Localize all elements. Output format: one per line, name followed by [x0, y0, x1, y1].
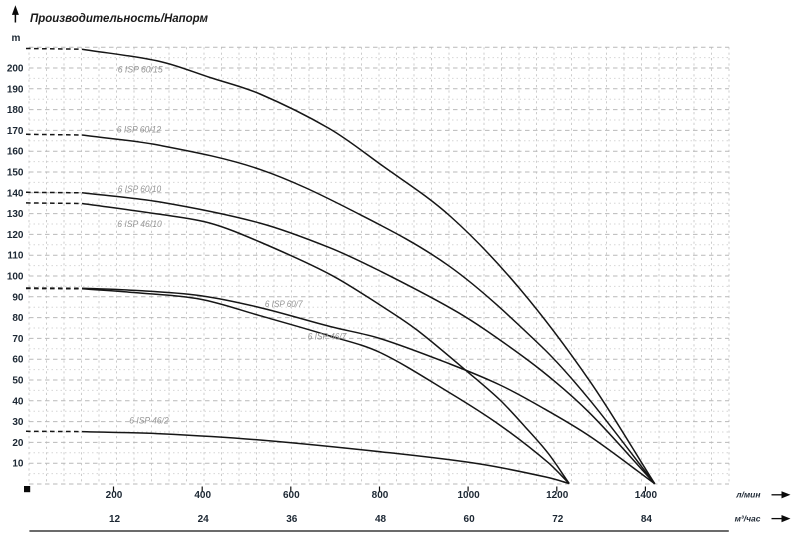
svg-text:48: 48	[375, 514, 387, 525]
svg-text:190: 190	[7, 84, 24, 95]
svg-text:70: 70	[12, 334, 24, 345]
svg-text:100: 100	[7, 272, 24, 283]
svg-text:72: 72	[552, 514, 564, 525]
svg-text:170: 170	[7, 126, 24, 137]
svg-text:140: 140	[7, 188, 24, 199]
svg-text:130: 130	[7, 209, 24, 220]
svg-text:1400: 1400	[635, 490, 658, 501]
svg-text:40: 40	[12, 396, 24, 407]
svg-text:400: 400	[194, 490, 211, 501]
svg-text:60: 60	[12, 355, 24, 366]
svg-text:110: 110	[7, 251, 24, 262]
svg-text:180: 180	[7, 105, 24, 116]
svg-text:120: 120	[7, 230, 24, 241]
svg-text:Производительность/Напорм: Производительность/Напорм	[30, 13, 208, 25]
svg-text:200: 200	[7, 64, 24, 75]
svg-text:6 ISP 60/7: 6 ISP 60/7	[265, 299, 303, 310]
svg-text:m: m	[12, 33, 21, 44]
svg-text:150: 150	[7, 168, 24, 179]
svg-text:30: 30	[12, 417, 24, 428]
svg-text:6 ISP 46/2: 6 ISP 46/2	[129, 416, 169, 427]
svg-text:84: 84	[641, 514, 653, 525]
svg-text:60: 60	[464, 514, 476, 525]
svg-text:12: 12	[109, 514, 121, 525]
svg-text:10: 10	[12, 459, 24, 470]
svg-text:1000: 1000	[457, 490, 480, 501]
svg-text:1200: 1200	[546, 490, 569, 501]
svg-text:24: 24	[198, 514, 210, 525]
svg-text:6 ISP 60/10: 6 ISP 60/10	[118, 184, 162, 195]
svg-text:600: 600	[283, 490, 300, 501]
svg-text:50: 50	[12, 376, 24, 387]
svg-text:6 ISP 60/12: 6 ISP 60/12	[117, 125, 162, 136]
svg-text:90: 90	[12, 292, 24, 303]
svg-text:160: 160	[7, 147, 24, 158]
svg-text:20: 20	[12, 438, 24, 449]
svg-text:м³/час: м³/час	[735, 514, 761, 524]
svg-text:80: 80	[12, 313, 24, 324]
svg-text:36: 36	[286, 514, 298, 525]
svg-text:6 ISP 46/10: 6 ISP 46/10	[117, 219, 162, 230]
svg-text:6 ISP 46/7: 6 ISP 46/7	[308, 331, 347, 342]
svg-text:800: 800	[372, 490, 389, 501]
svg-text:200: 200	[106, 490, 123, 501]
svg-text:л/мин: л/мин	[735, 490, 760, 500]
svg-text:6 ISP 60/15: 6 ISP 60/15	[118, 65, 164, 76]
